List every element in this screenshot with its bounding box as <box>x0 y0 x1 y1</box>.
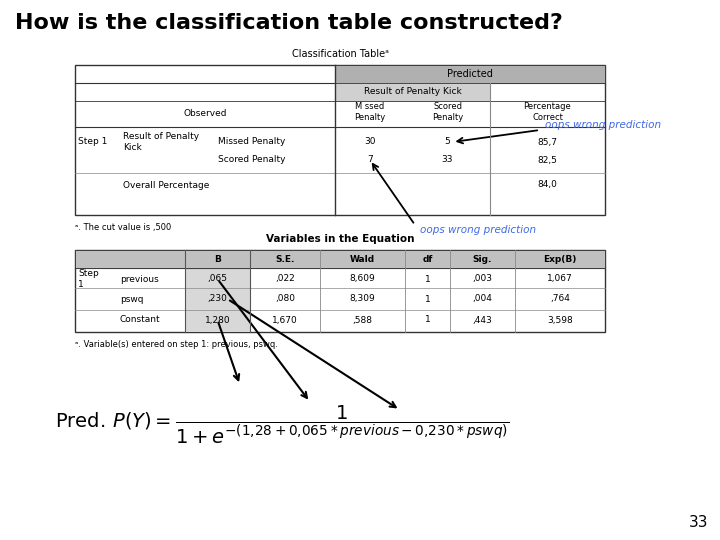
Text: 1: 1 <box>425 294 431 303</box>
Text: $\mathrm{Pred.}\,P(Y) = \dfrac{1}{1+e^{-(1{,}28+0{,}065*\mathit{previous}-0{,}23: $\mathrm{Pred.}\,P(Y) = \dfrac{1}{1+e^{-… <box>55 404 510 446</box>
Bar <box>335 65 605 83</box>
Text: Wald: Wald <box>350 254 375 264</box>
Text: ᵃ. Variable(s) entered on step 1: previous, pswq.: ᵃ. Variable(s) entered on step 1: previo… <box>75 340 278 349</box>
Text: Missed Penalty: Missed Penalty <box>218 138 285 146</box>
Text: 82,5: 82,5 <box>538 156 557 165</box>
Text: previous: previous <box>120 274 158 284</box>
Text: Variables in the Equation: Variables in the Equation <box>266 234 414 244</box>
Text: B: B <box>214 254 221 264</box>
Text: df: df <box>423 254 433 264</box>
Bar <box>185 268 250 332</box>
Text: 3,598: 3,598 <box>547 315 573 325</box>
Text: 1,670: 1,670 <box>272 315 298 325</box>
Bar <box>75 250 605 332</box>
Text: Step 1: Step 1 <box>78 138 107 146</box>
Text: Step
1: Step 1 <box>78 269 99 289</box>
Text: Result of Penalty
Kick: Result of Penalty Kick <box>123 132 199 152</box>
Text: 1,067: 1,067 <box>547 274 573 284</box>
Text: ,003: ,003 <box>472 274 492 284</box>
Text: Exp(B): Exp(B) <box>544 254 577 264</box>
Text: 33: 33 <box>442 156 454 165</box>
Text: 5: 5 <box>445 138 451 146</box>
Text: 84,0: 84,0 <box>538 180 557 190</box>
Text: ,588: ,588 <box>353 315 372 325</box>
Text: 8,609: 8,609 <box>350 274 375 284</box>
Text: ,764: ,764 <box>550 294 570 303</box>
Text: Scored
Penalty: Scored Penalty <box>432 102 463 122</box>
Text: Percentage
Correct: Percentage Correct <box>523 102 572 122</box>
Text: ,230: ,230 <box>207 294 228 303</box>
Text: 7: 7 <box>367 156 373 165</box>
Text: ,443: ,443 <box>472 315 492 325</box>
Text: 1: 1 <box>425 274 431 284</box>
Text: M ssed
Penalty: M ssed Penalty <box>354 102 386 122</box>
Bar <box>335 83 490 101</box>
Text: Sig.: Sig. <box>473 254 492 264</box>
Bar <box>75 250 605 268</box>
Text: 1,280: 1,280 <box>204 315 230 325</box>
Text: Classification Tableᵃ: Classification Tableᵃ <box>292 49 388 59</box>
Text: Observed: Observed <box>184 110 227 118</box>
Text: 33: 33 <box>688 515 708 530</box>
Text: How is the classification table constructed?: How is the classification table construc… <box>15 13 563 33</box>
Text: ,065: ,065 <box>207 274 228 284</box>
Text: 85,7: 85,7 <box>538 138 557 146</box>
Text: 1: 1 <box>425 315 431 325</box>
Text: ,004: ,004 <box>472 294 492 303</box>
Text: ᵃ. The cut value is ,500: ᵃ. The cut value is ,500 <box>75 223 171 232</box>
Text: S.E.: S.E. <box>275 254 294 264</box>
Bar <box>75 65 605 215</box>
Text: Predicted: Predicted <box>447 69 493 79</box>
Text: ,080: ,080 <box>275 294 295 303</box>
Text: Scored Penalty: Scored Penalty <box>218 156 286 165</box>
Text: Constant: Constant <box>120 315 161 325</box>
Text: Result of Penalty Kick: Result of Penalty Kick <box>364 87 462 97</box>
Text: pswq: pswq <box>120 294 143 303</box>
Text: oops wrong prediction: oops wrong prediction <box>420 225 536 235</box>
Text: 30: 30 <box>364 138 376 146</box>
Text: 8,309: 8,309 <box>350 294 375 303</box>
Text: oops wrong prediction: oops wrong prediction <box>545 120 661 130</box>
Text: ,022: ,022 <box>275 274 295 284</box>
Text: Overall Percentage: Overall Percentage <box>123 180 210 190</box>
